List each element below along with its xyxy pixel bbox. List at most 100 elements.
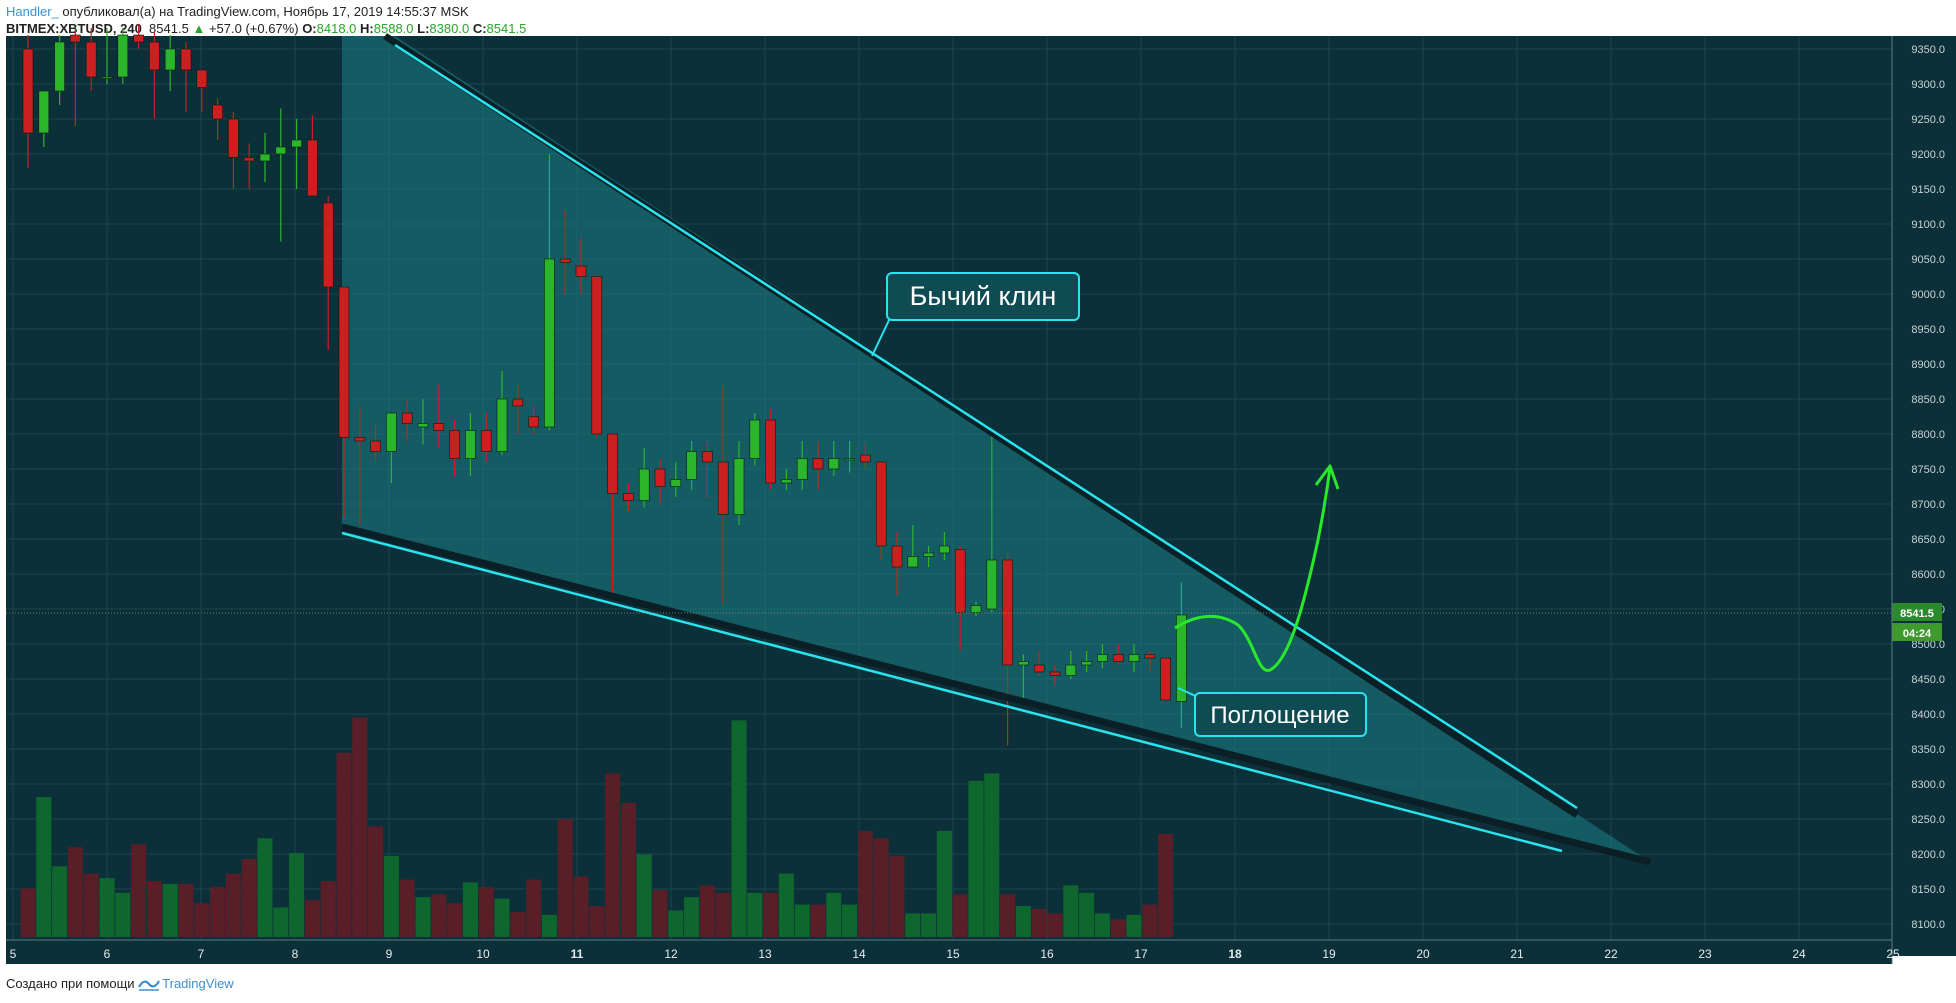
candle-body[interactable] (449, 430, 460, 459)
candle-body[interactable] (796, 458, 808, 480)
candle-body[interactable] (891, 545, 903, 568)
candle-body[interactable] (133, 34, 144, 43)
candle-body[interactable] (844, 458, 855, 461)
volume-bar (162, 883, 178, 937)
candle-body[interactable] (291, 139, 302, 148)
candle-body[interactable] (1049, 671, 1061, 676)
candle-body[interactable] (654, 468, 666, 487)
candle-body[interactable] (70, 34, 81, 43)
candle-body[interactable] (1176, 614, 1187, 702)
candle-body[interactable] (1097, 654, 1108, 662)
candle-body[interactable] (1065, 664, 1077, 676)
candle-body[interactable] (38, 90, 50, 134)
candle-body[interactable] (923, 552, 934, 557)
candle-body[interactable] (512, 398, 524, 407)
wedge-callout-box[interactable] (886, 272, 1080, 321)
candle-body[interactable] (1112, 654, 1124, 662)
candle-body[interactable] (591, 276, 603, 435)
tradingview-logo-icon (138, 980, 161, 991)
projection-arrow[interactable] (1174, 467, 1332, 672)
candle-body[interactable] (1144, 654, 1156, 659)
candle-body[interactable] (607, 433, 618, 494)
candle-body[interactable] (433, 423, 445, 431)
time-tick-label: 7 (198, 947, 205, 961)
volume-bar (1031, 909, 1047, 937)
time-axis[interactable] (6, 940, 1892, 964)
candle-body[interactable] (670, 479, 682, 487)
candle-body[interactable] (1033, 664, 1045, 673)
candle-body[interactable] (954, 549, 966, 613)
candle-body[interactable] (1160, 657, 1171, 701)
candle-body[interactable] (828, 458, 840, 470)
candle-body[interactable] (1081, 661, 1092, 666)
candle-body[interactable] (638, 468, 650, 501)
candle-body[interactable] (1018, 661, 1029, 666)
candle-body[interactable] (907, 556, 919, 568)
candle-body[interactable] (686, 451, 697, 480)
candle-body[interactable] (733, 458, 745, 515)
close-label: C: (472, 21, 487, 36)
candle-body[interactable] (275, 146, 287, 155)
volume-bar (478, 886, 494, 937)
candle-body[interactable] (749, 419, 761, 459)
candle-body[interactable] (417, 423, 429, 428)
candle-body[interactable] (986, 559, 998, 610)
candle-body[interactable] (623, 493, 634, 501)
candle-body[interactable] (259, 153, 271, 162)
volume-bar (620, 802, 636, 937)
tradingview-link[interactable]: TradingView (162, 976, 234, 991)
volume-bar (589, 906, 605, 937)
candle-body[interactable] (117, 34, 129, 78)
author-link[interactable]: Handler_ (6, 4, 59, 19)
candle-body[interactable] (338, 286, 350, 438)
volume-bar (257, 838, 273, 937)
candle-body[interactable] (85, 41, 97, 78)
countdown-badge-text: 04:24 (1903, 628, 1932, 640)
candle-body[interactable] (702, 451, 713, 463)
candle-body[interactable] (322, 202, 334, 288)
candle-body[interactable] (22, 48, 34, 134)
publish-info: Handler_ опубликовал(а) на TradingView.c… (6, 4, 469, 19)
candle-body[interactable] (970, 605, 982, 613)
candle-body[interactable] (180, 48, 192, 71)
volume-bar (36, 797, 52, 937)
price-tick-label: 8800.0 (1911, 429, 1945, 441)
price-axis[interactable] (1892, 36, 1956, 956)
candle-body[interactable] (875, 461, 887, 547)
candle-body[interactable] (212, 104, 223, 120)
candle-body[interactable] (354, 437, 366, 442)
candle-body[interactable] (765, 419, 776, 484)
candle-body[interactable] (465, 430, 476, 459)
wedge-lower-line[interactable] (341, 531, 1563, 853)
candle-body[interactable] (386, 412, 397, 452)
engulf-callout-box[interactable] (1194, 692, 1367, 737)
candle-body[interactable] (54, 41, 65, 92)
candle-body[interactable] (939, 545, 950, 554)
candle-body[interactable] (401, 412, 413, 424)
candle-body[interactable] (101, 76, 113, 79)
footer-text: Создано при помощи (6, 976, 135, 991)
candle-body[interactable] (812, 458, 824, 470)
candle-body[interactable] (544, 258, 555, 428)
volume-bar (905, 913, 921, 937)
candle-body[interactable] (370, 440, 381, 452)
candle-body[interactable] (1128, 654, 1140, 662)
candle-body[interactable] (496, 398, 508, 452)
price-tick-label: 9350.0 (1911, 44, 1945, 56)
candle-body[interactable] (559, 258, 571, 263)
candle-body[interactable] (243, 157, 255, 162)
candle-body[interactable] (149, 41, 160, 71)
candle-body[interactable] (860, 454, 871, 463)
candle-body[interactable] (228, 118, 239, 158)
volume-bar (52, 866, 68, 937)
candle-body[interactable] (781, 479, 792, 484)
candle-body[interactable] (480, 430, 492, 452)
candle-body[interactable] (196, 69, 208, 88)
wedge-upper-line[interactable] (394, 43, 1578, 810)
candle-body[interactable] (164, 48, 176, 71)
candle-body[interactable] (307, 139, 318, 197)
candle-body[interactable] (575, 265, 587, 277)
candle-body[interactable] (528, 416, 539, 428)
candle-body[interactable] (717, 461, 729, 515)
